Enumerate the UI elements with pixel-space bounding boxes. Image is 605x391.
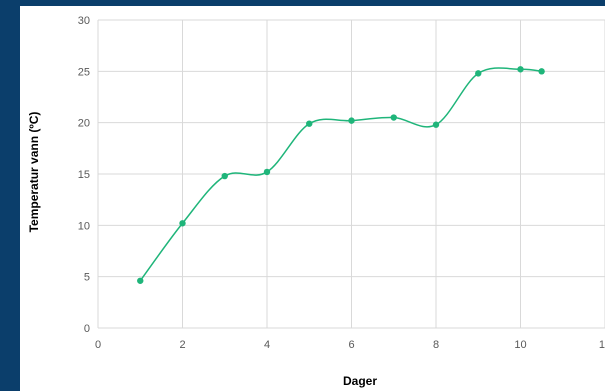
data-point [390,114,397,121]
x-axis-label: Dager [343,374,377,388]
y-tick-label: 0 [84,323,90,335]
grid-lines [97,19,605,329]
data-point [348,117,355,124]
data-point [306,120,313,127]
x-tick-label: 12 [599,339,605,351]
y-tick-label: 30 [78,15,90,27]
y-axis-label: Temperatur vann (ºC) [27,112,41,233]
y-tick-label: 5 [84,272,90,284]
y-axis-ticks: 0 5 10 15 20 25 30 [78,15,90,335]
x-tick-label: 10 [514,339,526,351]
data-point [137,277,144,284]
data-point [538,68,545,75]
x-axis-ticks: 0 2 4 6 8 10 12 [95,339,605,351]
x-tick-label: 8 [433,339,439,351]
y-tick-label: 20 [78,118,90,130]
data-points [137,66,545,284]
data-point [263,168,271,176]
y-tick-label: 25 [78,66,90,78]
data-point [517,66,524,73]
x-tick-label: 4 [264,339,270,351]
x-tick-label: 2 [179,339,185,351]
x-tick-label: 0 [95,339,101,351]
top-border [0,0,605,6]
data-point [475,70,482,77]
data-point [221,172,228,180]
x-tick-label: 6 [348,339,354,351]
chart-panel: 0 5 10 15 20 25 30 0 2 4 6 8 10 12 Dager Temperatur … [20,6,605,391]
data-point [179,220,186,227]
y-tick-label: 15 [78,169,90,181]
y-tick-label: 10 [78,220,90,232]
data-point [432,121,440,128]
line-chart: 0 5 10 15 20 25 30 0 2 4 6 8 10 12 Dager Temperatur … [27,15,605,388]
